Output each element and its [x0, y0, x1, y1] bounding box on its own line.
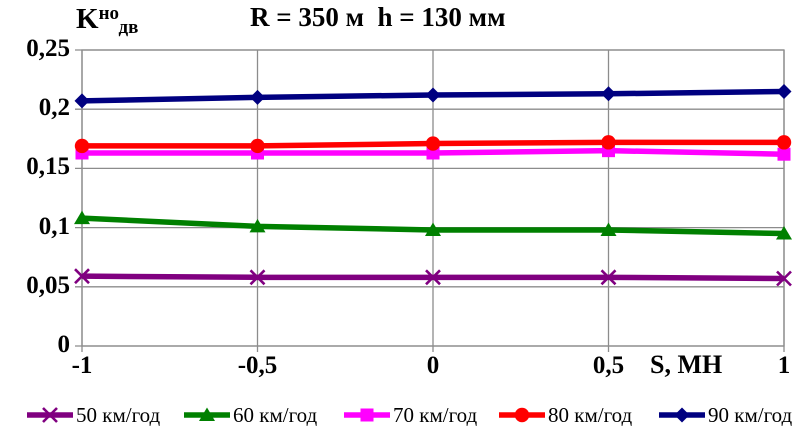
y-tick-label: 0,25	[26, 35, 70, 62]
triangle-marker-icon	[425, 222, 441, 236]
diamond-marker-icon	[601, 86, 616, 102]
triangle-marker-icon	[74, 210, 90, 225]
legend-item-2: 70 км/год	[343, 398, 477, 432]
diamond-marker-icon	[674, 407, 690, 423]
y-axis-label-superscript: но	[98, 3, 119, 24]
x-marker-icon	[776, 270, 792, 287]
x-marker-icon	[249, 269, 266, 286]
x-tick-label: 1	[777, 352, 791, 379]
legend: 50 км/год 60 км/год 70 км/год 80 км/год 90 к…	[0, 398, 808, 434]
legend-label: 90 км/год	[708, 402, 793, 427]
y-tick-label: 0,05	[26, 271, 70, 299]
circle-marker-icon	[601, 135, 616, 150]
triangle-marker-icon	[776, 226, 792, 240]
legend-label: 70 км/год	[393, 402, 478, 427]
x-marker-icon	[74, 268, 90, 285]
y-tick-label: 0,2	[38, 94, 70, 122]
y-tick-label: 0,15	[26, 153, 70, 181]
legend-label: 50 км/год	[76, 402, 161, 427]
y-axis-label: Kнодв	[76, 3, 139, 38]
legend-key	[659, 407, 705, 423]
x-tick-label: 0	[426, 352, 440, 379]
diamond-marker-icon	[74, 93, 90, 109]
y-axis-label-subscript: дв	[118, 17, 139, 38]
circle-marker-icon	[425, 136, 441, 151]
x-tick-label: -1	[71, 352, 93, 379]
x-axis-label: S, МН	[650, 350, 723, 379]
circle-marker-icon	[250, 138, 265, 154]
circle-marker-icon	[514, 407, 530, 423]
legend-label: 60 км/год	[233, 402, 318, 427]
circle-marker-icon	[776, 135, 792, 150]
legend-key	[184, 407, 230, 421]
triangle-marker-icon	[249, 218, 266, 233]
x-tick-label: -0,5	[237, 352, 278, 379]
legend-item-4: 90 км/год	[658, 398, 792, 432]
legend-key	[27, 407, 73, 423]
triangle-marker-icon	[600, 222, 617, 236]
square-marker-icon	[360, 408, 374, 422]
y-tick-label: 0	[57, 331, 71, 358]
x-marker-icon	[42, 407, 58, 423]
y-tick-label: 0,1	[38, 212, 70, 240]
x-marker-icon	[600, 269, 617, 286]
legend-key	[499, 407, 545, 423]
triangle-marker-icon	[199, 407, 215, 421]
x-tick-label: 0,5	[592, 352, 625, 379]
square-marker-icon	[777, 147, 791, 161]
legend-key	[344, 408, 390, 422]
diamond-marker-icon	[425, 87, 441, 103]
circle-marker-icon	[74, 138, 90, 154]
diamond-marker-icon	[250, 89, 265, 105]
y-axis-label-base: K	[76, 3, 99, 35]
legend-label: 80 км/год	[548, 402, 633, 427]
legend-item-0: 50 км/год	[26, 398, 160, 432]
legend-item-3: 80 км/год	[498, 398, 632, 432]
chart-title: R = 350 м h = 130 мм	[250, 2, 506, 32]
diamond-marker-icon	[776, 83, 792, 99]
plot-frame	[81, 49, 785, 347]
x-marker-icon	[425, 269, 441, 286]
legend-item-1: 60 км/год	[183, 398, 317, 432]
